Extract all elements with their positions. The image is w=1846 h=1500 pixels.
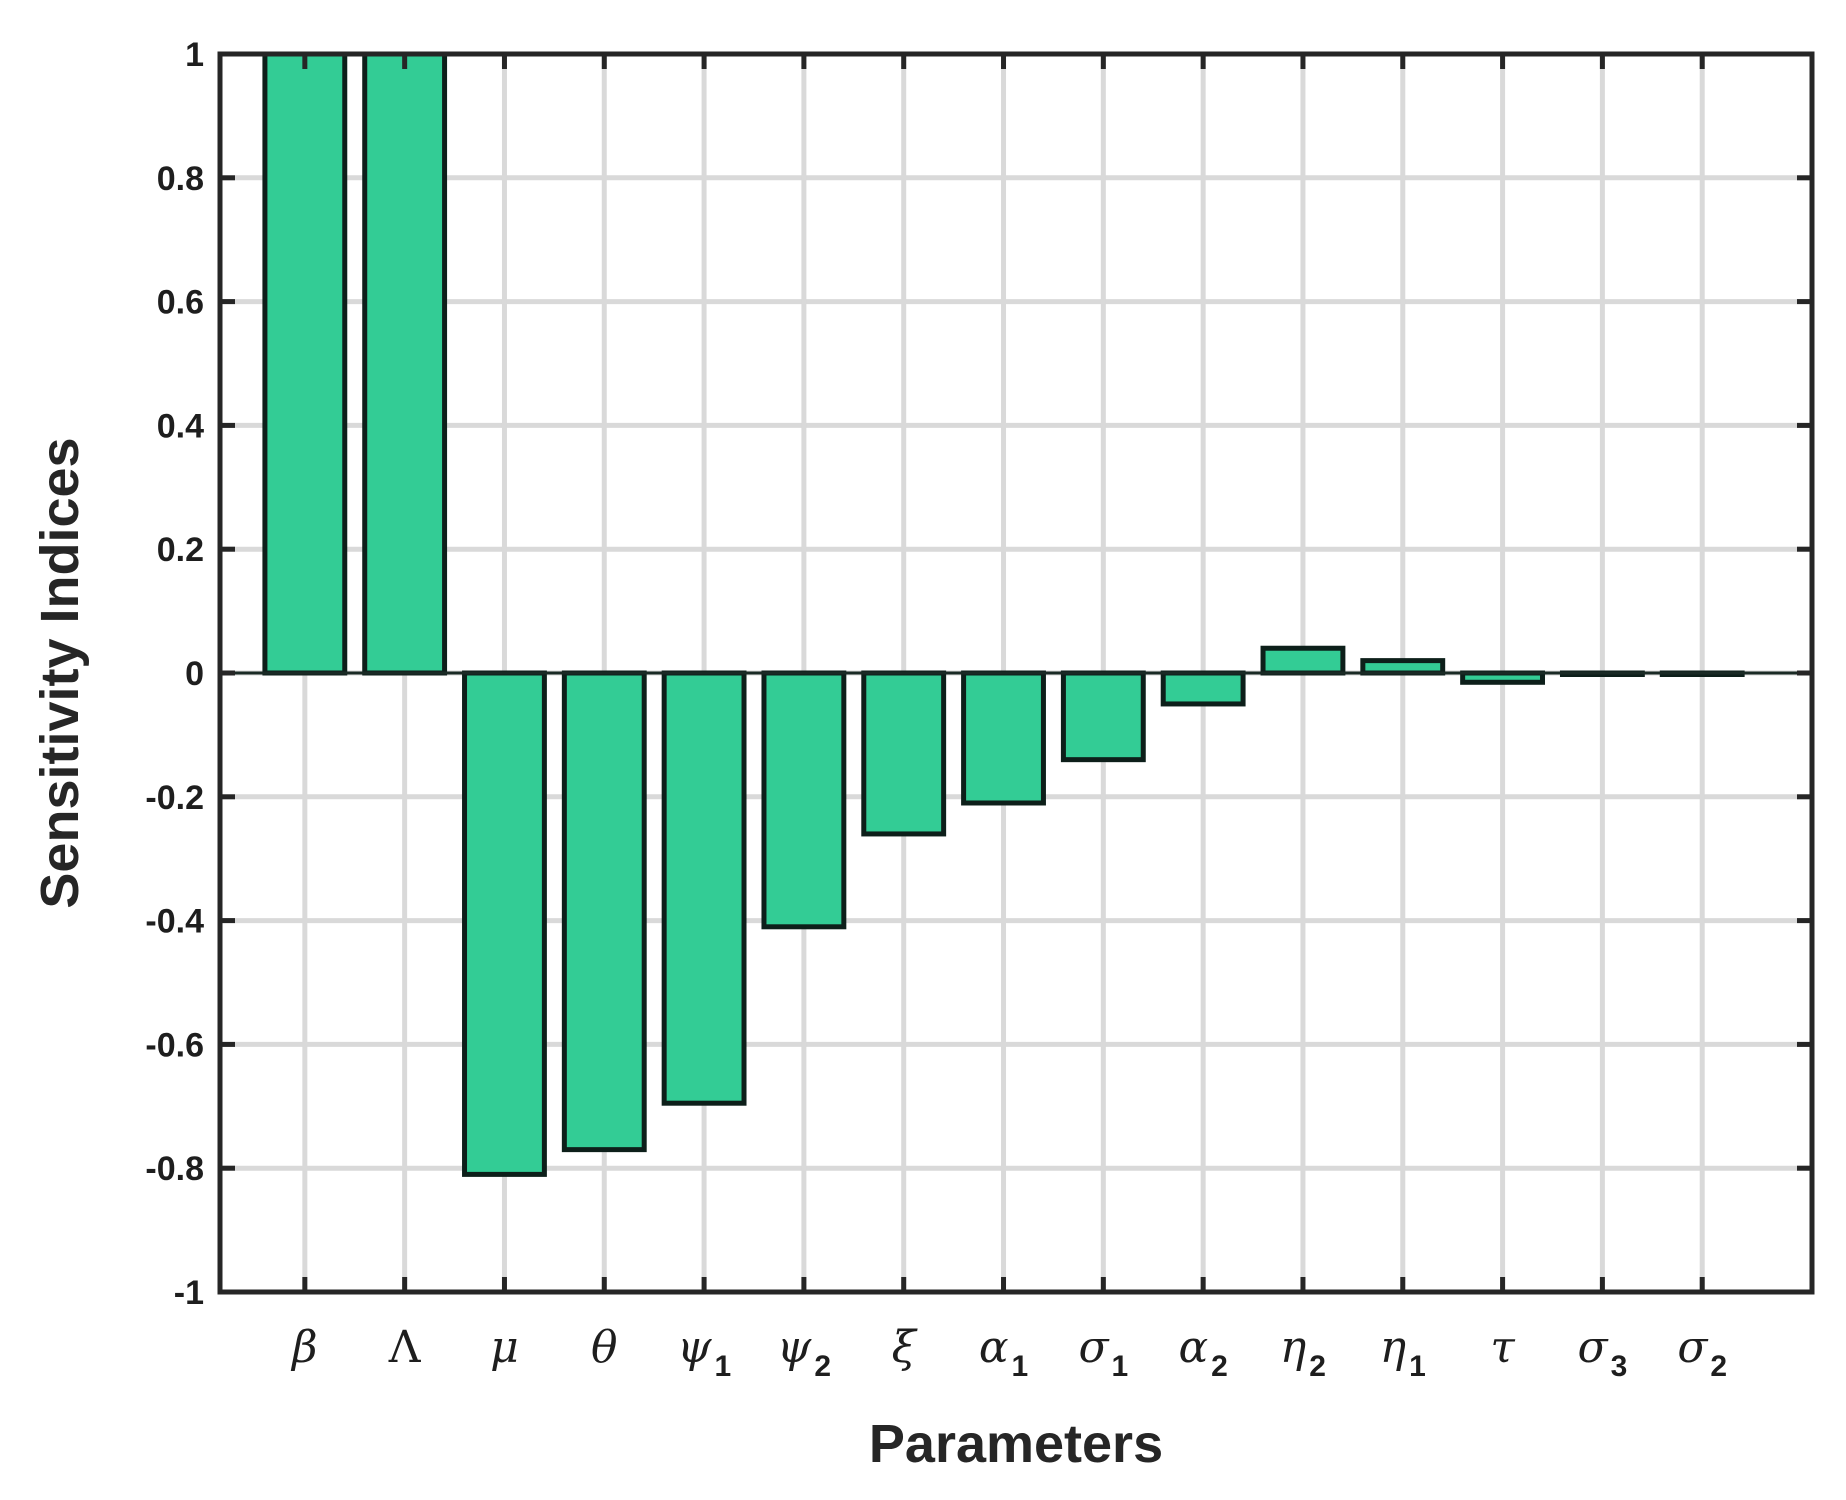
- bar-8: [1060, 670, 1146, 763]
- bars: [262, 51, 1745, 1177]
- y-tick-label: -0.8: [145, 1150, 204, 1188]
- y-axis-title: Sensitivity Indices: [30, 437, 90, 908]
- y-tick-labels: 1 0.8 0.6 0.4 0.2 0 -0.2 -0.4 -0.6 -0.8 -1: [145, 36, 204, 1312]
- bar-3: [561, 670, 647, 1153]
- y-tick-label: 0: [185, 655, 204, 693]
- x-tick-label: ξ: [892, 1322, 919, 1373]
- y-tick-label: -1: [174, 1274, 204, 1312]
- x-tick-label: θ: [591, 1322, 618, 1373]
- y-tick-label: -0.2: [145, 779, 204, 817]
- x-tick-label: τ: [1490, 1322, 1515, 1373]
- bar-5: [761, 670, 847, 930]
- bar-10: [1260, 645, 1346, 676]
- bar-9: [1160, 670, 1246, 707]
- bar-11: [1360, 658, 1446, 676]
- y-tick-label: 0.8: [157, 160, 204, 198]
- y-tick-label: 0.4: [157, 407, 204, 445]
- x-tick-label: β: [290, 1322, 317, 1373]
- tick-marks: [220, 51, 1812, 1295]
- y-tick-label: -0.4: [145, 903, 204, 941]
- bar-2: [462, 670, 547, 1177]
- x-tick-label: α1: [979, 1322, 1028, 1383]
- x-tick-label: Λ: [388, 1322, 422, 1373]
- y-tick-label: 0.2: [157, 531, 204, 569]
- bar-4: [661, 670, 747, 1106]
- y-tick-label: 0.6: [157, 284, 204, 322]
- x-tick-label: μ: [490, 1322, 519, 1373]
- bar-1: [362, 51, 448, 676]
- bar-6: [861, 670, 947, 837]
- bar-7: [961, 670, 1046, 806]
- y-tick-label: 1: [185, 36, 204, 74]
- y-tick-label: -0.6: [145, 1026, 204, 1064]
- bar-0: [262, 51, 348, 676]
- x-axis-title: Parameters: [869, 1414, 1163, 1474]
